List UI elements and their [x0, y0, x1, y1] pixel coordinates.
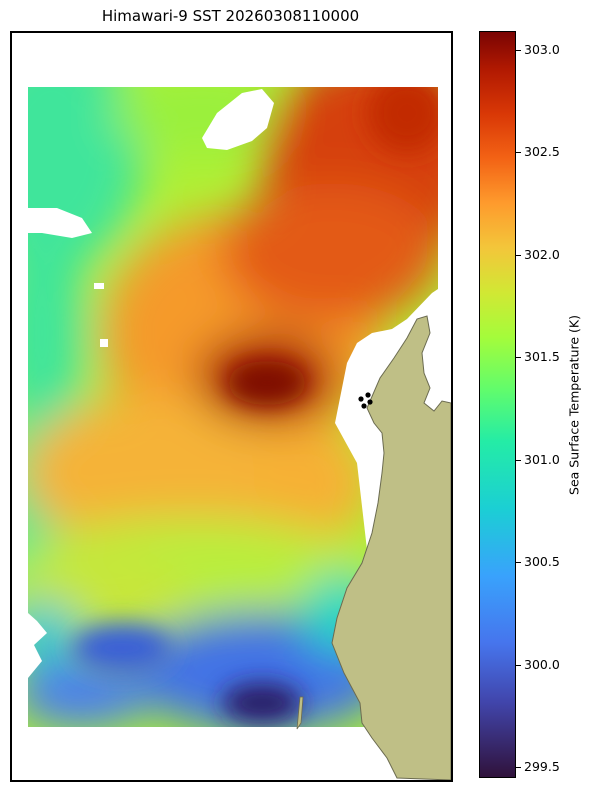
colorbar-tick-label: 302.5	[524, 144, 560, 159]
colorbar-tick-label: 300.5	[524, 554, 560, 569]
colorbar-label: Sea Surface Temperature (K)	[566, 315, 582, 495]
colorbar-tick-label: 300.0	[524, 657, 560, 672]
station-marker[interactable]	[365, 392, 371, 398]
colorbar-tick-label: 301.0	[524, 452, 560, 467]
map-frame[interactable]	[10, 31, 453, 782]
colorbar-tick-label: 301.5	[524, 349, 560, 364]
colorbar-tick	[516, 665, 521, 666]
station-marker[interactable]	[358, 396, 364, 402]
colorbar-tick	[516, 767, 521, 768]
colorbar-tick-label: 302.0	[524, 247, 560, 262]
colorbar-tick	[516, 50, 521, 51]
land-area	[331, 315, 451, 780]
colorbar-tick	[516, 152, 521, 153]
sandspit	[296, 696, 304, 730]
colorbar-tick-label: 303.0	[524, 42, 560, 57]
sst-field	[28, 87, 438, 727]
map-title: Himawari-9 SST 20260308110000	[101, 7, 360, 25]
colorbar-tick-label: 299.5	[524, 759, 560, 774]
colorbar-tick	[516, 460, 521, 461]
colorbar	[479, 31, 516, 778]
station-markers[interactable]	[358, 392, 373, 409]
station-marker[interactable]	[361, 403, 367, 409]
colorbar-tick	[516, 255, 521, 256]
station-marker[interactable]	[367, 399, 373, 405]
colorbar-tick	[516, 562, 521, 563]
sst-map[interactable]	[12, 33, 451, 780]
colorbar-tick	[516, 357, 521, 358]
